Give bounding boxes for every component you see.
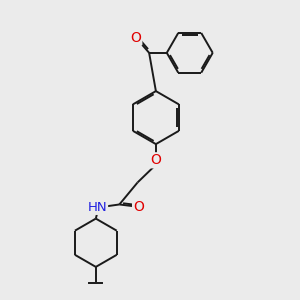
- Text: O: O: [133, 200, 144, 214]
- Text: O: O: [130, 31, 141, 44]
- Text: HN: HN: [88, 201, 107, 214]
- Text: O: O: [151, 153, 161, 167]
